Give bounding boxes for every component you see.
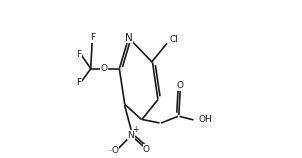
Text: O: O <box>100 64 108 73</box>
Text: N: N <box>125 33 133 43</box>
Text: ⁻: ⁻ <box>109 148 113 157</box>
Text: O: O <box>177 81 184 90</box>
Text: +: + <box>132 125 139 134</box>
Text: O: O <box>112 146 119 155</box>
Text: F: F <box>90 33 95 42</box>
Text: O: O <box>143 145 150 154</box>
Text: Cl: Cl <box>169 35 178 44</box>
Text: F: F <box>77 49 82 58</box>
Text: N: N <box>127 131 134 140</box>
Text: F: F <box>77 78 82 87</box>
Text: OH: OH <box>198 115 212 124</box>
